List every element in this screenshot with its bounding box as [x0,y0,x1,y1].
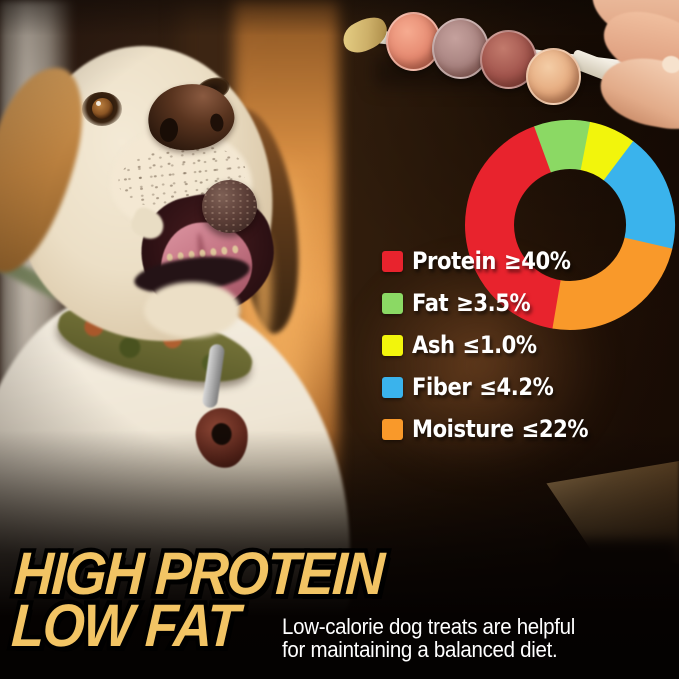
dog-eye-highlight [96,101,101,106]
legend-label: Protein [412,247,497,275]
legend-swatch-moisture [382,418,403,440]
skewer-meatball-4 [526,48,581,105]
legend-item-moisture: Moisture ≤22% [382,415,612,443]
dog-left-eye [82,92,122,126]
legend-text: Fiber ≤4.2% [412,373,554,401]
legend-label: Fiber [412,373,472,401]
treat-ball-at-mouth [202,180,257,233]
legend-text: Ash ≤1.0% [412,331,537,359]
legend-text: Protein ≥40% [412,247,571,275]
legend-text: Moisture ≤22% [412,415,589,443]
headline-line2-fill: LOW FAT [9,592,240,659]
tagline-line2: for maintaining a balanced diet. [282,636,558,662]
legend-label: Ash [412,331,455,359]
legend-item-fiber: Fiber ≤4.2% [382,373,612,401]
chart-legend: Protein ≥40% Fat ≥3.5% Ash ≤1.0% Fiber ≤4.2% Moi… [382,247,612,460]
legend-swatch-fiber [382,376,403,398]
legend-item-fat: Fat ≥3.5% [382,289,612,317]
legend-value: ≥3.5% [456,289,531,317]
tagline: Low-calorie dog treats are helpful for m… [282,614,576,662]
legend-swatch-fat [382,292,403,314]
legend-swatch-protein [382,250,403,272]
dog-chin-fur [144,282,240,338]
legend-text: Fat ≥3.5% [412,289,531,317]
legend-item-ash: Ash ≤1.0% [382,331,612,359]
treat-ball-texture [202,180,257,233]
legend-label: Fat [412,289,449,317]
legend-value: ≤22% [521,415,589,443]
tagline-line1: Low-calorie dog treats are helpful [282,614,576,639]
top-dark-strip [0,0,679,36]
bottom-dark-fade [0,430,679,679]
skewer-meatball-2 [432,18,489,79]
legend-value: ≤4.2% [479,373,554,401]
legend-value: ≤1.0% [462,331,538,359]
legend-item-protein: Protein ≥40% [382,247,612,275]
legend-value: ≥40% [503,247,571,275]
legend-label: Moisture [412,415,514,443]
legend-swatch-ash [382,334,403,356]
